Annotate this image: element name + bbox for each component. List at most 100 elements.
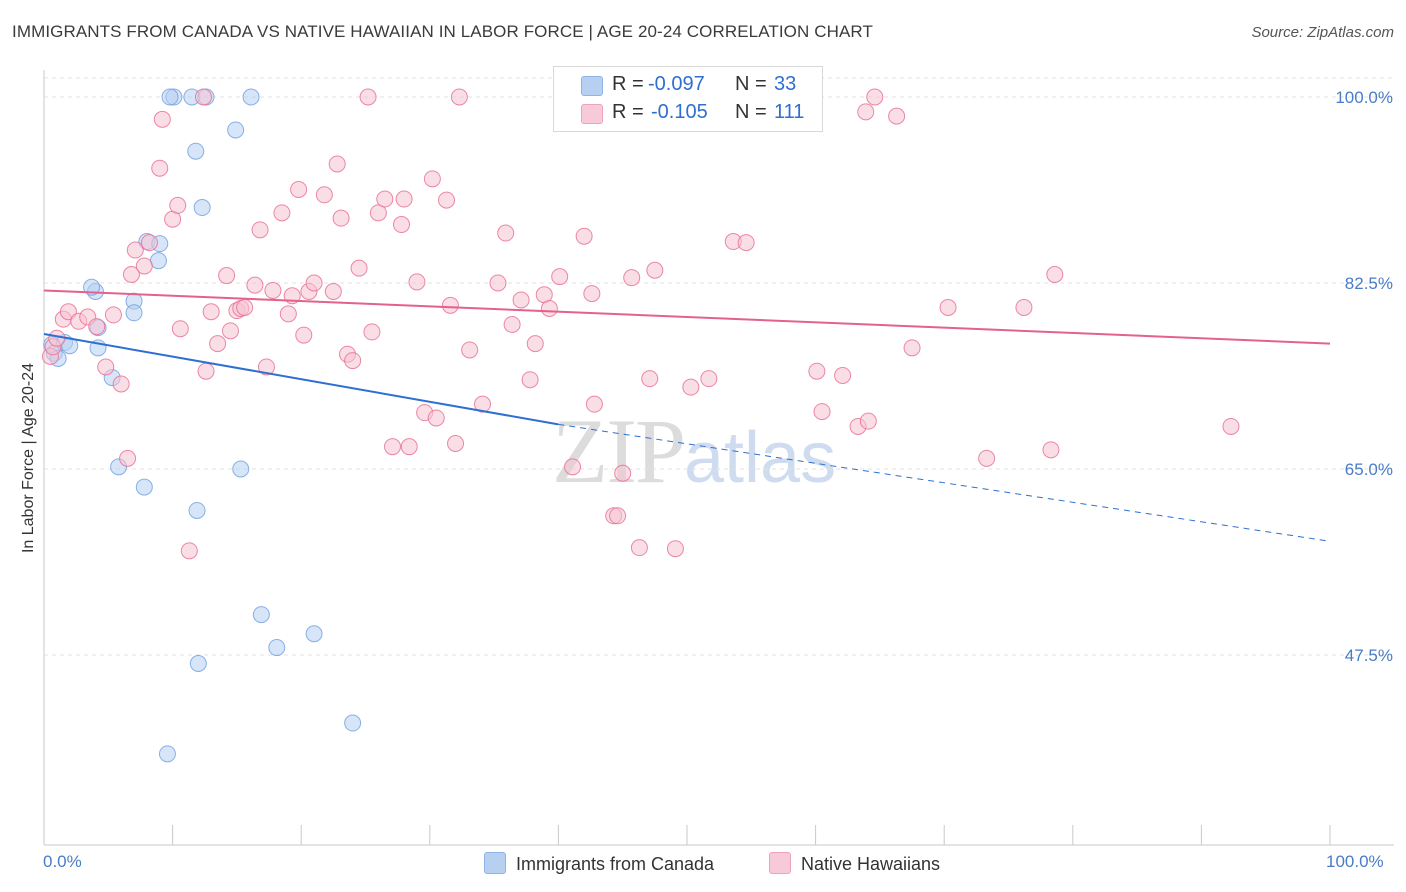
point-canada (161, 88, 179, 106)
point-hawaiian (521, 371, 539, 389)
y-tick-labels: 100.0% 82.5% 65.0% 47.5% (1335, 88, 1393, 665)
point-hawaiian (461, 341, 479, 359)
point-hawaiian (441, 296, 459, 314)
point-hawaiian (489, 274, 507, 292)
point-hawaiian (350, 259, 368, 277)
point-hawaiian (363, 323, 381, 341)
data-points (41, 88, 1240, 763)
grid-lines (44, 77, 1394, 656)
point-hawaiian (1222, 417, 1240, 435)
point-hawaiian (251, 221, 269, 239)
legend-n-label: N = (735, 73, 767, 95)
trend-line-hawaiian (43, 289, 1331, 345)
legend-row-hawaiian: R = -0.105 N = 111 (554, 101, 822, 127)
point-hawaiian (393, 216, 411, 234)
point-hawaiian (209, 335, 227, 353)
point-canada (344, 714, 362, 732)
point-hawaiian (857, 103, 875, 121)
point-hawaiian (246, 276, 264, 294)
point-hawaiian (344, 352, 362, 370)
legend-n-value: 111 (774, 101, 805, 123)
point-canada (149, 252, 167, 270)
point-hawaiian (834, 366, 852, 384)
point-hawaiian (104, 306, 122, 324)
point-hawaiian (585, 395, 603, 413)
point-hawaiian (180, 542, 198, 560)
bottom-legend-label-hawaiian: Native Hawaiians (801, 854, 941, 874)
legend-r-label: R = (612, 73, 644, 95)
watermark: ZIPatlas (552, 398, 836, 504)
point-hawaiian (423, 170, 441, 188)
point-hawaiian (450, 88, 468, 106)
point-hawaiian (384, 438, 402, 456)
point-hawaiian (290, 180, 308, 198)
point-hawaiian (218, 267, 236, 285)
point-hawaiian (623, 269, 641, 287)
point-canada (242, 88, 260, 106)
legend-r-value: -0.097 (648, 73, 705, 95)
point-hawaiian (264, 281, 282, 299)
point-hawaiian (497, 224, 515, 242)
point-hawaiian (903, 339, 921, 357)
point-hawaiian (737, 234, 755, 252)
point-hawaiian (447, 434, 465, 452)
point-canada (188, 501, 206, 519)
point-hawaiian (305, 274, 323, 292)
watermark-atlas: atlas (684, 418, 837, 498)
point-hawaiian (1015, 298, 1033, 316)
point-canada (305, 625, 323, 643)
point-hawaiian (682, 378, 700, 396)
stats-legend: R = -0.097 N = 33 R = -0.105 N = 111 (553, 66, 823, 132)
point-hawaiian (540, 300, 558, 318)
point-canada (187, 142, 205, 160)
point-hawaiian (575, 227, 593, 245)
point-hawaiian (813, 403, 831, 421)
point-canada (252, 606, 270, 624)
bottom-legend-label-canada: Immigrants from Canada (516, 854, 715, 874)
point-hawaiian (122, 265, 140, 283)
point-canada (189, 655, 207, 673)
point-hawaiian (153, 110, 171, 128)
point-canada (268, 639, 286, 657)
point-hawaiian (315, 186, 333, 204)
point-hawaiian (295, 326, 313, 344)
point-hawaiian (609, 507, 627, 525)
legend-swatch-canada (581, 76, 603, 96)
point-hawaiian (376, 190, 394, 208)
point-hawaiian (194, 88, 212, 106)
trend-line-canada (43, 333, 559, 426)
point-canada (227, 121, 245, 139)
point-hawaiian (474, 395, 492, 413)
point-hawaiian (135, 257, 153, 275)
point-hawaiian (1046, 265, 1064, 283)
source-credit: Source: ZipAtlas.com (1251, 24, 1394, 41)
y-tick-label: 47.5% (1345, 646, 1393, 665)
point-hawaiian (859, 412, 877, 430)
bottom-legend-swatch-hawaiian (769, 852, 791, 874)
point-hawaiian (169, 196, 187, 214)
point-hawaiian (551, 268, 569, 286)
watermark-zip: ZIP (552, 400, 686, 502)
legend-row-canada: R = -0.097 N = 33 (554, 73, 822, 99)
point-hawaiian (221, 322, 239, 340)
y-tick-label: 65.0% (1345, 460, 1393, 479)
bottom-legend-hawaiian: Native Hawaiians (769, 852, 940, 875)
point-hawaiian (503, 315, 521, 333)
point-hawaiian (438, 191, 456, 209)
point-hawaiian (630, 539, 648, 557)
point-hawaiian (171, 320, 189, 338)
chart-title: IMMIGRANTS FROM CANADA VS NATIVE HAWAIIA… (12, 22, 873, 41)
legend-n-label: N = (735, 101, 767, 123)
bottom-legend-canada: Immigrants from Canada (484, 852, 714, 875)
point-canada (232, 460, 250, 478)
point-hawaiian (332, 209, 350, 227)
point-hawaiian (324, 283, 342, 301)
point-hawaiian (328, 155, 346, 173)
point-hawaiian (140, 234, 158, 252)
point-hawaiian (359, 88, 377, 106)
point-hawaiian (369, 204, 387, 222)
point-hawaiian (526, 335, 544, 353)
y-tick-label: 82.5% (1345, 274, 1393, 293)
axes (43, 70, 1394, 846)
x-tick-label-max: 100.0% (1326, 852, 1384, 871)
